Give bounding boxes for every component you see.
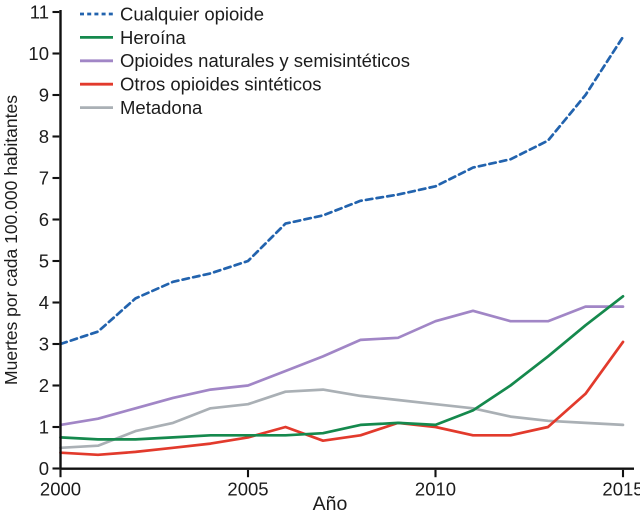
legend-item-otros-opioides-sinteticos: Otros opioides sintéticos bbox=[80, 74, 322, 95]
x-tick-label-2000: 2000 bbox=[40, 479, 81, 500]
series-line-otros-opioides-sinteticos bbox=[59, 340, 625, 457]
y-axis-ticks: 0 1 2 3 4 5 6 7 8 9 10 11 bbox=[28, 1, 60, 479]
series-line-cualquier-opioide bbox=[59, 35, 625, 346]
axes bbox=[59, 10, 634, 470]
y-tick-label-2: 2 bbox=[39, 375, 49, 396]
legend-label-metadona: Metadona bbox=[120, 97, 203, 118]
y-axis-title: Muertes por cada 100.000 habitantes bbox=[1, 95, 21, 385]
x-tick-label-2010: 2010 bbox=[415, 479, 456, 500]
y-tick-label-4: 4 bbox=[39, 292, 49, 313]
y-tick-label-11: 11 bbox=[30, 1, 49, 22]
x-tick-label-2015: 2015 bbox=[602, 479, 640, 500]
legend-item-opioides-naturales-y-semisinteticos: Opioides naturales y semisintéticos bbox=[80, 50, 410, 71]
x-axis-title: Año bbox=[313, 493, 348, 515]
y-tick-label-0: 0 bbox=[39, 458, 49, 479]
series-line-metadona bbox=[59, 388, 625, 450]
x-axis-ticks: 2000 2005 2010 2015 bbox=[40, 469, 640, 500]
legend-item-metadona: Metadona bbox=[80, 97, 203, 118]
y-tick-label-9: 9 bbox=[39, 84, 49, 105]
legend-item-heroina: Heroína bbox=[80, 27, 187, 48]
series-line-heroina bbox=[59, 294, 625, 441]
legend-label-otros-opioides-sinteticos: Otros opioides sintéticos bbox=[120, 74, 322, 95]
y-tick-label-10: 10 bbox=[28, 43, 49, 64]
series-lines bbox=[59, 35, 625, 457]
y-tick-label-5: 5 bbox=[39, 250, 49, 271]
y-tick-label-6: 6 bbox=[39, 209, 49, 230]
y-tick-label-7: 7 bbox=[39, 167, 49, 188]
legend-label-opioides-naturales-y-semisinteticos: Opioides naturales y semisintéticos bbox=[120, 50, 410, 71]
y-tick-label-8: 8 bbox=[39, 126, 49, 147]
x-tick-label-2005: 2005 bbox=[227, 479, 268, 500]
legend-label-cualquier-opioide: Cualquier opioide bbox=[120, 3, 264, 24]
y-tick-label-3: 3 bbox=[39, 333, 49, 354]
legend-item-cualquier-opioide: Cualquier opioide bbox=[80, 3, 264, 24]
y-tick-label-1: 1 bbox=[39, 416, 49, 437]
series-line-opioides-naturales-y-semisinteticos bbox=[59, 305, 625, 427]
legend-label-heroina: Heroína bbox=[120, 27, 187, 48]
